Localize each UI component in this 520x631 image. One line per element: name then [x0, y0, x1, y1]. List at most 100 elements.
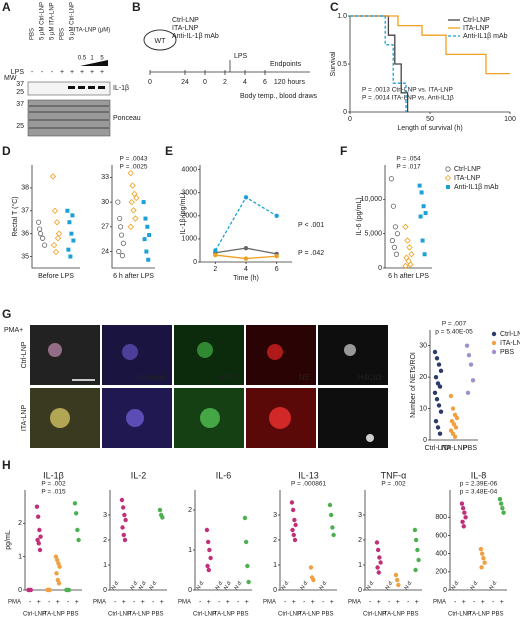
nd-label: N.d. [488, 579, 498, 591]
legend-swatch [491, 331, 497, 337]
point [308, 565, 314, 570]
annotation: P < .001 [298, 222, 324, 229]
x-tick-label: ITA-LNP [441, 445, 468, 452]
point [145, 224, 150, 229]
y-tick-label: 20 [419, 374, 427, 381]
point [454, 415, 460, 421]
point [420, 238, 425, 243]
point [54, 235, 62, 242]
point [311, 577, 316, 583]
point [54, 571, 59, 576]
y-tick-label: 400 [435, 550, 447, 557]
channel-label: MPO [220, 373, 238, 382]
point [36, 541, 41, 546]
y-tick-label: 3 [273, 512, 277, 519]
point [465, 390, 471, 396]
point [482, 560, 487, 565]
nd-label: N.d. [403, 579, 413, 591]
axis [24, 490, 82, 591]
y-tick-label: 800 [435, 514, 447, 521]
point [452, 412, 458, 418]
x-tick-label: ITA-LNP [127, 612, 150, 618]
point [57, 564, 62, 569]
point [290, 507, 296, 513]
panel-label: G [2, 307, 11, 321]
row-label: ITA-LNP [21, 405, 28, 432]
point [129, 182, 136, 189]
point [51, 207, 59, 214]
point [71, 238, 76, 243]
legend-label: Ctrl-LNP [454, 166, 481, 173]
pma-sign: + [481, 599, 485, 606]
point [390, 203, 396, 209]
y-tick-label: 1 [188, 547, 192, 554]
time-label: 24 [181, 79, 189, 86]
y-tick-label: 30 [419, 343, 427, 350]
point [432, 390, 438, 396]
point [55, 577, 60, 583]
point [207, 547, 212, 553]
point [413, 537, 419, 543]
point [434, 356, 440, 361]
lps-sign: + [60, 69, 64, 76]
point [119, 253, 126, 259]
point [422, 252, 427, 257]
point [246, 579, 251, 585]
pma-sign: - [492, 599, 495, 606]
x-tick-label: PBS [406, 612, 418, 618]
lane-label: PBS [30, 28, 36, 40]
point [396, 582, 401, 588]
point [131, 190, 138, 198]
y-tick-label: 0 [18, 587, 22, 594]
y-tick-label: 2 [358, 537, 362, 544]
point [127, 170, 134, 177]
point [459, 501, 465, 506]
point [404, 237, 411, 244]
point [433, 374, 439, 380]
point [292, 537, 298, 543]
point [500, 505, 505, 511]
point [328, 512, 334, 518]
pma-sign: + [56, 599, 60, 606]
pma-label: PMA [348, 600, 361, 606]
y-tick-label: 2 [103, 537, 107, 544]
annotation: P = .0014 ITA-LNP vs. Anti-IL1β [362, 95, 454, 102]
point [423, 211, 428, 216]
point [412, 527, 418, 533]
point [72, 501, 78, 506]
point [118, 232, 125, 238]
condition: PMA+ [4, 327, 23, 334]
point [436, 403, 442, 408]
x-tick-label: Ctrl-LNP [108, 612, 131, 618]
chart-title: IL-13 [298, 470, 319, 480]
x-tick-label: Ctrl-LNP [193, 612, 216, 618]
y-tick-label: 3 [358, 512, 362, 519]
point [433, 418, 439, 424]
point [52, 248, 60, 256]
y-tick-label: 0 [358, 587, 362, 594]
x-tick-label: 2 [213, 266, 217, 273]
channel-label: NE [299, 373, 310, 382]
pma-sign: + [75, 599, 79, 606]
x-tick-label: Ctrl-LNP [23, 612, 46, 618]
legend-label: ITA-LNP [500, 340, 520, 347]
axis [449, 490, 507, 591]
y-tick-label: 600 [435, 532, 447, 539]
point [205, 563, 210, 569]
x-axis-label: Length of survival (h) [397, 125, 462, 132]
point [408, 251, 415, 258]
pma-sign: + [160, 599, 164, 606]
axis [31, 165, 80, 269]
point [452, 434, 458, 440]
point [160, 515, 165, 520]
lps-label: LPS [234, 53, 248, 60]
point [394, 577, 400, 583]
x-tick-label: ITA-LNP [297, 612, 320, 618]
point [421, 204, 426, 209]
point [450, 406, 456, 411]
point [127, 223, 134, 230]
point [374, 540, 380, 545]
point [391, 244, 397, 250]
point [394, 231, 400, 237]
